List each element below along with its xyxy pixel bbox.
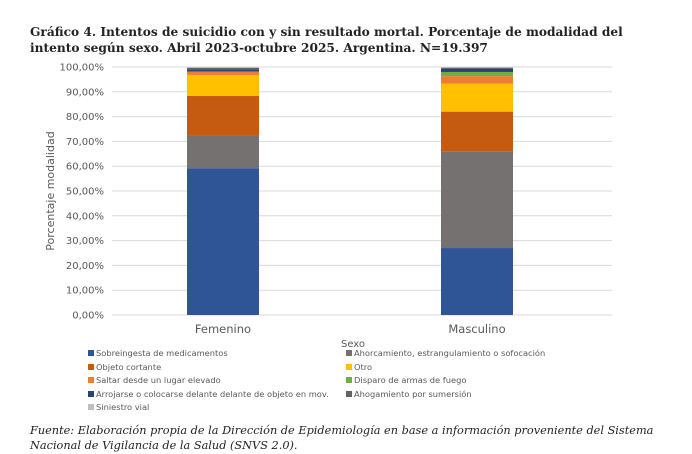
bars [187,67,513,315]
legend-swatch [346,350,352,356]
legend-label: Arrojarse o colocarse delante delante de… [96,388,329,399]
legend-item: Arrojarse o colocarse delante delante de… [88,389,346,399]
legend-label: Disparo de armas de fuego [354,375,467,386]
y-tick-label: 90,00% [66,87,104,98]
legend-swatch [88,404,94,411]
legend-label: Sobreingesta de medicamentos [96,348,228,358]
bar-segment [441,67,513,69]
bar-segment [187,74,259,97]
bar-segment [441,76,513,84]
bar-segment [187,69,259,72]
y-tick-label: 60,00% [66,162,104,173]
legend-item: Ahorcamiento, estrangulamiento o sofocac… [346,348,606,358]
legend-label: Ahorcamiento, estrangulamiento o sofocac… [354,348,546,358]
legend-swatch [88,377,94,384]
y-tick-label: 50,00% [66,187,104,198]
x-tick-labels: Femenino Masculino [195,322,506,336]
bar-segment [441,111,513,152]
legend-item: Disparo de armas de fuego [346,375,606,385]
legend-label: Objeto cortante [96,361,162,372]
legend-swatch [346,363,352,370]
bar-segment [441,151,513,249]
y-tick-label: 0,00% [72,311,104,322]
y-tick-label: 30,00% [66,236,104,247]
legend-label: Otro [354,361,373,372]
y-tick-label: 20,00% [66,261,104,272]
bar-segment [187,135,259,169]
y-axis-label: Porcentaje modalidad [44,131,57,250]
legend-label: Siniestro vial [96,402,150,413]
bar-segment [441,67,513,68]
bar-segment [187,96,259,136]
legend-swatch [346,390,352,397]
y-tick-label: 100,00% [60,63,105,74]
bar-segment [187,67,259,68]
legend-item: Saltar desde un lugar elevado [88,375,346,385]
legend-item: Objeto cortante [88,362,346,372]
y-tick-labels: 0,00% 10,00% 20,00% 30,00% 40,00% 50,00% 60,00… [60,63,105,322]
x-axis-label: Sexo [341,339,365,350]
y-tick-label: 40,00% [66,211,104,222]
y-tick-label: 10,00% [66,286,104,297]
bar-segment [187,71,259,75]
source-note: Fuente: Elaboración propia de la Direcci… [30,424,654,452]
bar-segment [441,83,513,112]
bar-segment [441,68,513,72]
legend-label: Saltar desde un lugar elevado [96,375,221,386]
bar-segment [187,67,259,70]
legend-item: Sobreingesta de medicamentos [88,348,346,358]
legend-swatch [88,390,94,397]
legend-item: Otro [346,362,606,372]
legend: Sobreingesta de medicamentos Ahorcamiento… [88,348,608,412]
bar-segment [441,248,513,315]
chart-title: Gráfico 4. Intentos de suicidio con y si… [30,25,623,55]
legend-swatch [346,377,352,384]
bar-segment [441,71,513,77]
legend-swatch [88,363,94,370]
y-tick-label: 70,00% [66,137,104,148]
bar-segment [187,168,259,315]
x-tick-label: Femenino [195,322,251,336]
y-tick-label: 80,00% [66,112,104,123]
x-tick-label: Masculino [448,322,505,336]
legend-label: Ahogamiento por sumersión [354,388,472,399]
legend-item: Siniestro vial [88,402,346,412]
legend-item: Ahogamiento por sumersión [346,389,606,399]
legend-swatch [88,350,94,356]
